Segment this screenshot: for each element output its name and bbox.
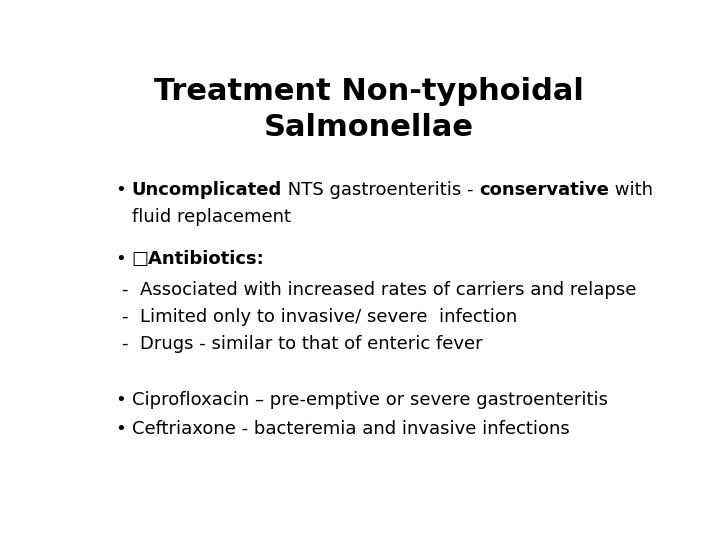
Text: •: • bbox=[115, 250, 126, 268]
Text: with: with bbox=[609, 181, 653, 199]
Text: Ciprofloxacin – pre-emptive or severe gastroenteritis: Ciprofloxacin – pre-emptive or severe ga… bbox=[132, 391, 608, 409]
Text: fluid replacement: fluid replacement bbox=[132, 208, 291, 226]
Text: Uncomplicated: Uncomplicated bbox=[132, 181, 282, 199]
Text: -: - bbox=[121, 308, 127, 326]
Text: conservative: conservative bbox=[480, 181, 609, 199]
Text: □Antibiotics:: □Antibiotics: bbox=[132, 250, 265, 268]
Text: Ceftriaxone - bacteremia and invasive infections: Ceftriaxone - bacteremia and invasive in… bbox=[132, 420, 570, 438]
Text: Drugs - similar to that of enteric fever: Drugs - similar to that of enteric fever bbox=[140, 335, 483, 353]
Text: -: - bbox=[121, 281, 127, 299]
Text: Treatment Non-typhoidal
Salmonellae: Treatment Non-typhoidal Salmonellae bbox=[154, 77, 584, 142]
Text: •: • bbox=[115, 181, 126, 199]
Text: •: • bbox=[115, 420, 126, 438]
Text: Associated with increased rates of carriers and relapse: Associated with increased rates of carri… bbox=[140, 281, 636, 299]
Text: •: • bbox=[115, 391, 126, 409]
Text: -: - bbox=[121, 335, 127, 353]
Text: NTS gastroenteritis -: NTS gastroenteritis - bbox=[282, 181, 480, 199]
Text: Limited only to invasive/ severe  infection: Limited only to invasive/ severe infecti… bbox=[140, 308, 518, 326]
